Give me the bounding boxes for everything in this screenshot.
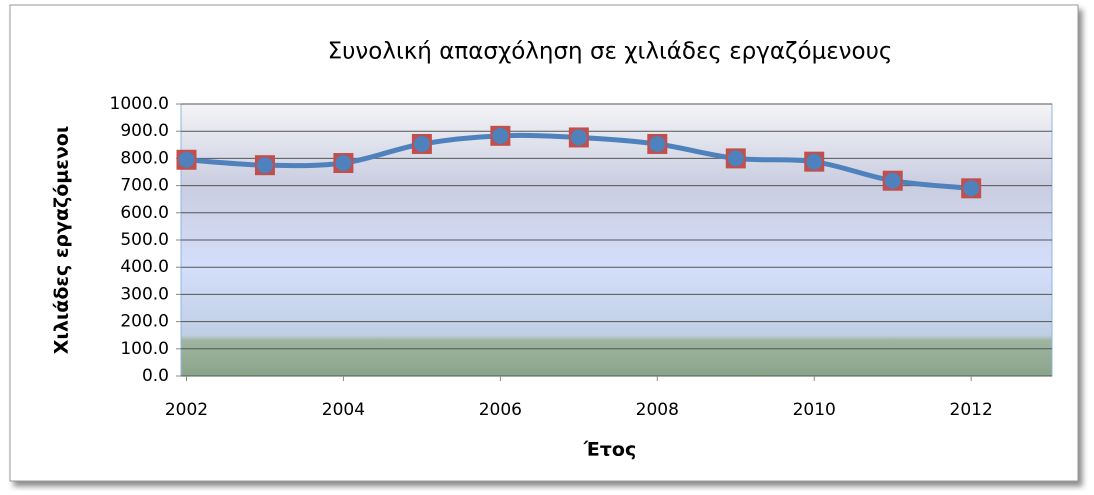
marker-dot [727,150,744,167]
x-tick-label: 2004 [322,400,365,420]
x-tick-label: 2006 [479,400,522,420]
marker-dot [963,180,980,197]
y-tick-label: 900.0 [120,121,169,141]
y-axis-label: Χιλιάδες εργαζόμενοι [51,126,73,354]
marker-dot [335,155,352,172]
marker-dot [256,157,273,174]
marker-dot [884,172,901,189]
y-tick-label: 100.0 [120,339,169,359]
y-tick-label: 800.0 [120,148,169,168]
marker-dot [570,129,587,146]
y-tick-label: 700.0 [120,176,169,196]
y-tick-label: 1000.0 [110,94,169,114]
x-tick-label: 2010 [793,400,836,420]
y-tick-label: 400.0 [120,257,169,277]
y-tick-label: 500.0 [120,230,169,250]
marker-dot [413,135,430,152]
x-tick-label: 2002 [165,400,208,420]
chart-title: Συνολική απασχόληση σε χιλιάδες εργαζόμε… [328,39,893,65]
y-tick-label: 0.0 [142,366,169,386]
marker-dot [492,127,509,144]
marker-dot [806,153,823,170]
x-axis-label: Έτος [583,439,637,461]
marker-dot [649,135,666,152]
y-tick-label: 600.0 [120,203,169,223]
marker-dot [178,151,195,168]
x-tick-label: 2012 [950,400,993,420]
x-tick-label: 2008 [636,400,679,420]
y-tick-label: 200.0 [120,312,169,332]
y-tick-label: 300.0 [120,284,169,304]
